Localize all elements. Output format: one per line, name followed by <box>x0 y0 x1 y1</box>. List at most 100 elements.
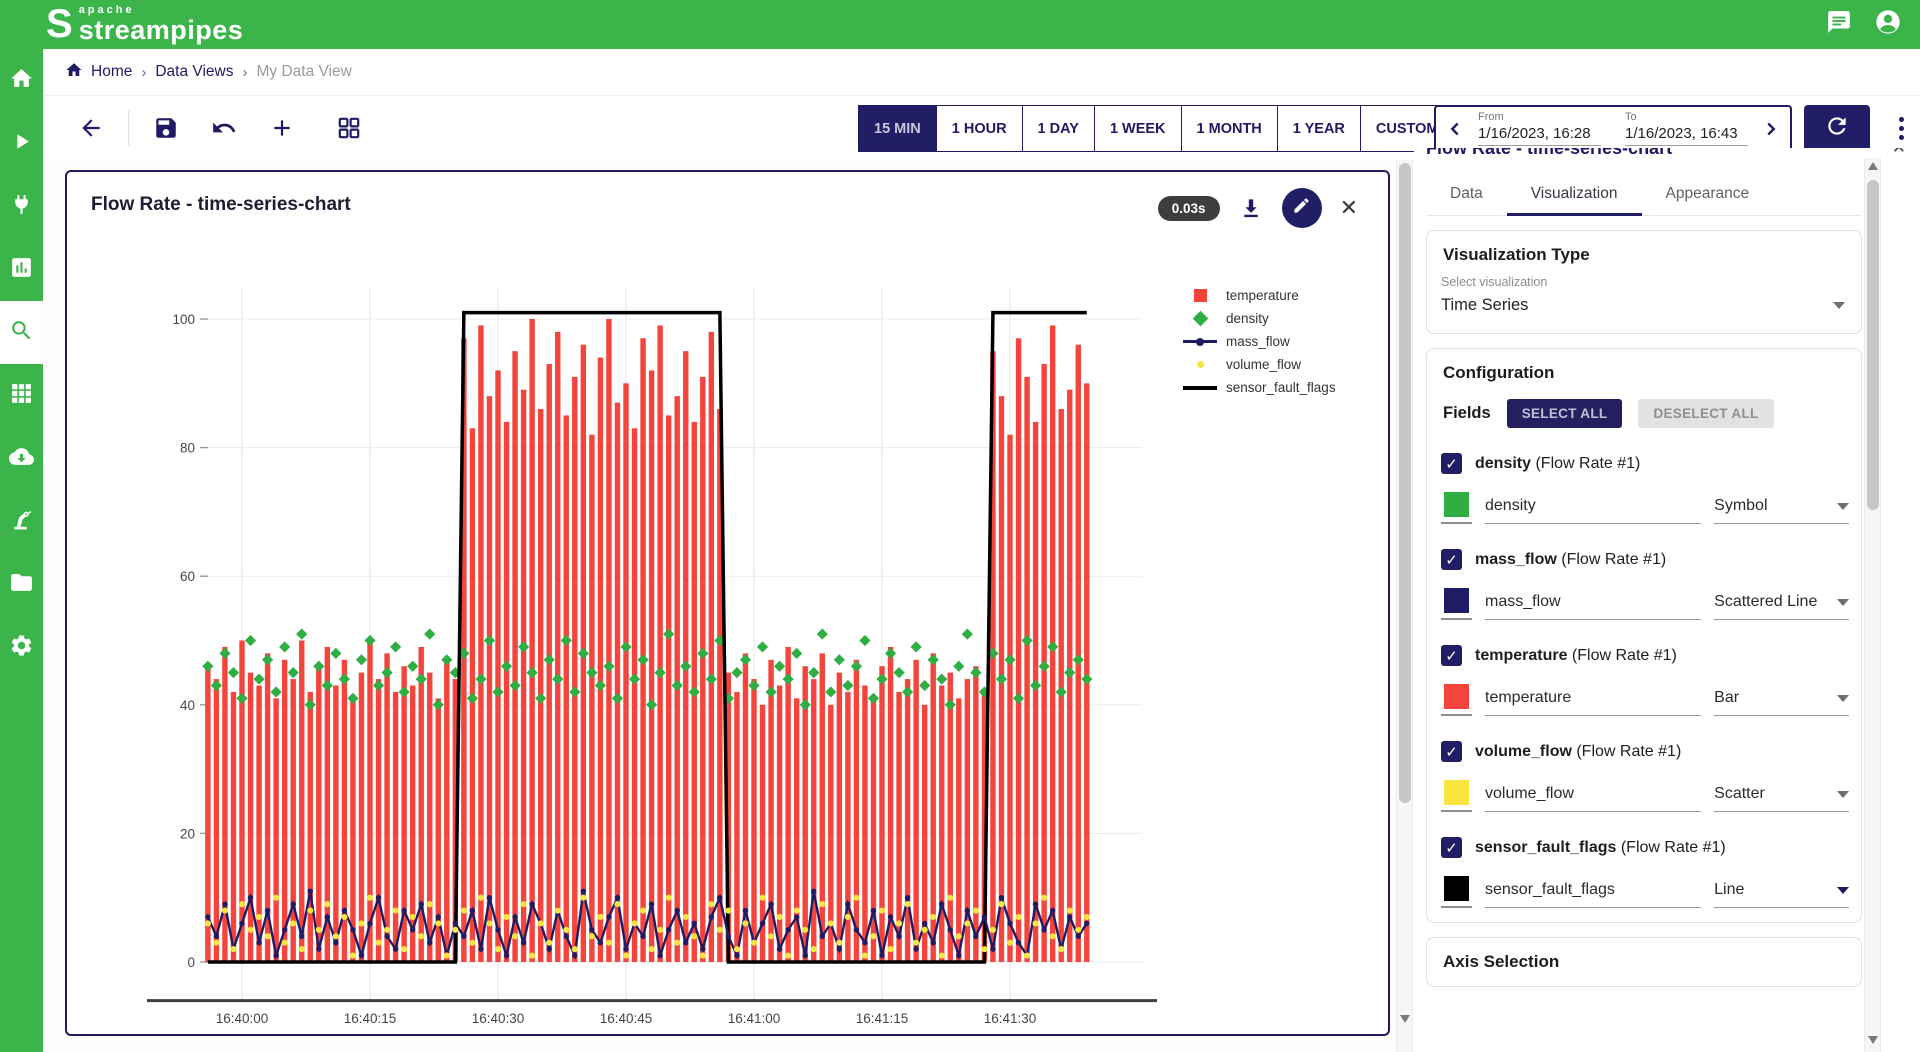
legend-item-volume_flow[interactable]: volume_flow <box>1182 353 1336 376</box>
scroll-down-icon[interactable] <box>1868 1036 1878 1044</box>
sensor_fault_flags-checkbox[interactable]: ✓ <box>1441 837 1462 858</box>
chevron-down-icon <box>1833 302 1845 309</box>
sidebar-item-pipelines[interactable] <box>0 112 43 175</box>
undo-button[interactable] <box>211 115 237 141</box>
back-button[interactable] <box>78 115 104 141</box>
density-color-picker[interactable] <box>1441 492 1472 524</box>
close-chart-button[interactable]: ✕ <box>1340 197 1358 219</box>
chevron-left-icon[interactable] <box>1444 118 1466 140</box>
scroll-down-icon[interactable] <box>1400 1015 1410 1023</box>
field-group-volume_flow: ✓volume_flow (Flow Rate #1)volume_flowSc… <box>1439 741 1849 812</box>
sidebar <box>0 49 43 1052</box>
panel-scrollbar[interactable] <box>1864 158 1881 1052</box>
legend-label: mass_flow <box>1226 334 1290 349</box>
select-visualization-label: Select visualization <box>1439 275 1849 289</box>
panel-close-icon[interactable]: ✕ <box>1892 148 1906 158</box>
to-date-field[interactable]: To 1/16/2023, 16:43 <box>1625 111 1748 146</box>
query-duration-badge: 0.03s <box>1158 196 1220 221</box>
sidebar-item-install[interactable] <box>0 427 43 490</box>
save-button[interactable] <box>153 115 179 141</box>
breadcrumb: Home › Data Views › My Data View <box>43 49 1920 96</box>
folder-icon <box>9 570 34 600</box>
breadcrumb-data-views[interactable]: Data Views <box>155 63 233 81</box>
deselect-all-button[interactable]: DESELECT ALL <box>1638 399 1773 428</box>
sidebar-item-settings[interactable] <box>0 616 43 679</box>
main-scrollbar[interactable] <box>1396 160 1413 1052</box>
add-widget-button[interactable] <box>269 115 295 141</box>
mass_flow-color-picker[interactable] <box>1441 588 1472 620</box>
chevron-down-icon <box>1837 503 1849 510</box>
home-icon <box>9 66 34 96</box>
fields-label: Fields <box>1443 404 1491 423</box>
refresh-button[interactable] <box>1804 105 1870 152</box>
account-icon[interactable] <box>1874 8 1902 41</box>
svg-text:16:40:45: 16:40:45 <box>600 1011 653 1026</box>
sidebar-item-apps[interactable] <box>0 364 43 427</box>
streampipes-logo: S apache streampipes <box>46 2 243 46</box>
density-display-select[interactable]: Symbol <box>1714 497 1849 524</box>
logo-apache-text: apache <box>79 5 244 16</box>
time-button-1-hour[interactable]: 1 HOUR <box>937 106 1023 151</box>
sensor_fault_flags-display-select[interactable]: Line <box>1714 881 1849 908</box>
sensor_fault_flags-name-input[interactable]: sensor_fault_flags <box>1485 881 1701 908</box>
density-name-input[interactable]: density <box>1485 497 1701 524</box>
tab-data[interactable]: Data <box>1426 172 1507 215</box>
panel-scrollbar-thumb[interactable] <box>1867 180 1879 510</box>
mass_flow-checkbox[interactable]: ✓ <box>1441 549 1462 570</box>
sidebar-item-data-explorer[interactable] <box>0 301 43 364</box>
main-content: Flow Rate - time-series-chart 0.03s ✕ 02… <box>43 160 1396 1052</box>
to-value[interactable]: 1/16/2023, 16:43 <box>1625 123 1748 146</box>
time-button-15-min[interactable]: 15 MIN <box>859 106 937 151</box>
density-checkbox[interactable]: ✓ <box>1441 453 1462 474</box>
time-button-1-day[interactable]: 1 DAY <box>1023 106 1095 151</box>
breadcrumb-home[interactable]: Home <box>91 63 132 81</box>
svg-text:16:40:30: 16:40:30 <box>472 1011 525 1026</box>
axis-selection-box: Axis Selection <box>1426 937 1862 987</box>
volume_flow-color-picker[interactable] <box>1441 780 1472 812</box>
legend-swatch-scattered-line <box>1182 340 1218 343</box>
grid-icon <box>9 381 34 411</box>
from-value[interactable]: 1/16/2023, 16:28 <box>1478 123 1601 146</box>
select-all-button[interactable]: SELECT ALL <box>1507 399 1623 428</box>
sidebar-item-dashboard[interactable] <box>0 238 43 301</box>
visualization-type-heading: Visualization Type <box>1439 245 1849 265</box>
time-button-1-month[interactable]: 1 MONTH <box>1182 106 1278 151</box>
main-scrollbar-thumb[interactable] <box>1399 163 1411 803</box>
svg-text:16:41:30: 16:41:30 <box>984 1011 1037 1026</box>
download-button[interactable] <box>1238 195 1264 221</box>
edit-button[interactable] <box>1282 188 1322 228</box>
legend-item-mass_flow[interactable]: mass_flow <box>1182 330 1336 353</box>
temperature-display-select[interactable]: Bar <box>1714 689 1849 716</box>
sidebar-item-home[interactable] <box>0 49 43 112</box>
bar-chart-icon <box>9 255 34 285</box>
temperature-checkbox[interactable]: ✓ <box>1441 645 1462 666</box>
from-date-field[interactable]: From 1/16/2023, 16:28 <box>1478 111 1601 146</box>
mass_flow-name-input[interactable]: mass_flow <box>1485 593 1701 620</box>
legend-item-sensor_fault_flags[interactable]: sensor_fault_flags <box>1182 376 1336 399</box>
volume_flow-name-input[interactable]: volume_flow <box>1485 785 1701 812</box>
chart-card-title: Flow Rate - time-series-chart <box>91 194 351 216</box>
volume_flow-display-select[interactable]: Scatter <box>1714 785 1849 812</box>
tab-visualization[interactable]: Visualization <box>1507 172 1642 215</box>
chat-icon[interactable] <box>1826 9 1852 40</box>
time-button-1-year[interactable]: 1 YEAR <box>1278 106 1361 151</box>
sidebar-item-machine-learning[interactable] <box>0 490 43 553</box>
visualization-type-select[interactable]: Time Series <box>1439 296 1849 319</box>
svg-text:80: 80 <box>180 441 195 456</box>
temperature-color-picker[interactable] <box>1441 684 1472 716</box>
legend-item-temperature[interactable]: temperature <box>1182 284 1336 307</box>
scroll-up-icon[interactable] <box>1868 162 1878 170</box>
tab-appearance[interactable]: Appearance <box>1642 172 1774 215</box>
mass_flow-display-select[interactable]: Scattered Line <box>1714 593 1849 620</box>
grid-view-button[interactable] <box>336 115 362 141</box>
chevron-right-icon[interactable] <box>1760 118 1782 140</box>
temperature-name-input[interactable]: temperature <box>1485 689 1701 716</box>
sensor_fault_flags-color-picker[interactable] <box>1441 876 1472 908</box>
sidebar-item-connect[interactable] <box>0 175 43 238</box>
legend-item-density[interactable]: density <box>1182 307 1336 330</box>
legend-label: temperature <box>1226 288 1299 303</box>
volume_flow-checkbox[interactable]: ✓ <box>1441 741 1462 762</box>
time-button-1-week[interactable]: 1 WEEK <box>1095 106 1182 151</box>
sidebar-item-files[interactable] <box>0 553 43 616</box>
kebab-menu-button[interactable] <box>1888 115 1914 141</box>
